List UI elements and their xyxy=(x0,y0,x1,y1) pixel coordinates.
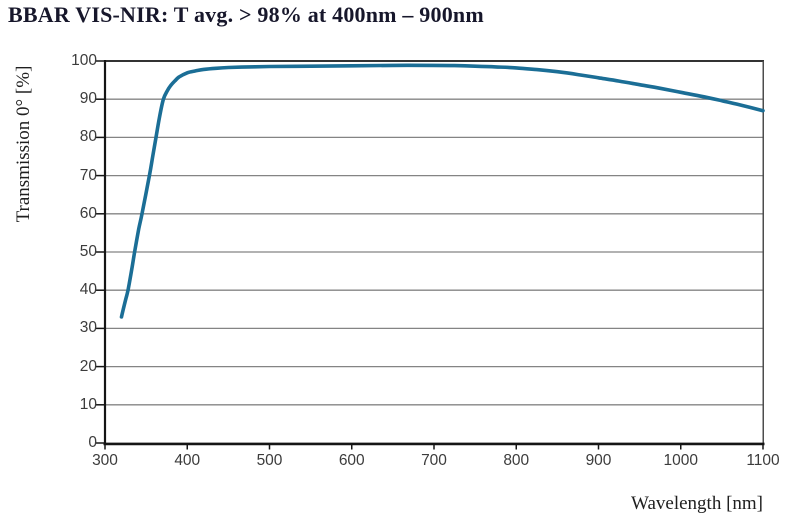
x-tick-label: 800 xyxy=(503,452,530,469)
y-tick-label: 50 xyxy=(79,243,97,260)
x-tick-label: 700 xyxy=(421,452,447,469)
y-tick-label: 40 xyxy=(79,281,97,299)
x-tick-label: 500 xyxy=(256,452,283,469)
x-tick-label: 400 xyxy=(174,452,201,469)
y-tick-label: 0 xyxy=(88,434,97,451)
y-tick-label: 70 xyxy=(79,166,97,184)
x-tick-label: 1100 xyxy=(746,452,780,469)
y-tick-label: 80 xyxy=(79,128,97,146)
y-tick-label: 20 xyxy=(79,357,97,375)
y-tick-label: 60 xyxy=(79,204,97,222)
y-tick-label: 90 xyxy=(79,90,97,108)
y-tick-label: 100 xyxy=(71,52,97,69)
y-tick-label: 10 xyxy=(79,395,97,413)
x-tick-label: 1000 xyxy=(663,452,698,469)
x-tick-label: 900 xyxy=(585,452,612,469)
x-tick-label: 600 xyxy=(338,452,365,469)
y-tick-label: 30 xyxy=(79,319,97,337)
transmission-curve xyxy=(119,63,765,319)
x-axis-title: Wavelength [nm] xyxy=(631,493,763,514)
chart-title: BBAR VIS-NIR: T avg. > 98% at 400nm – 90… xyxy=(8,2,484,27)
x-tick-label: 300 xyxy=(92,452,118,469)
